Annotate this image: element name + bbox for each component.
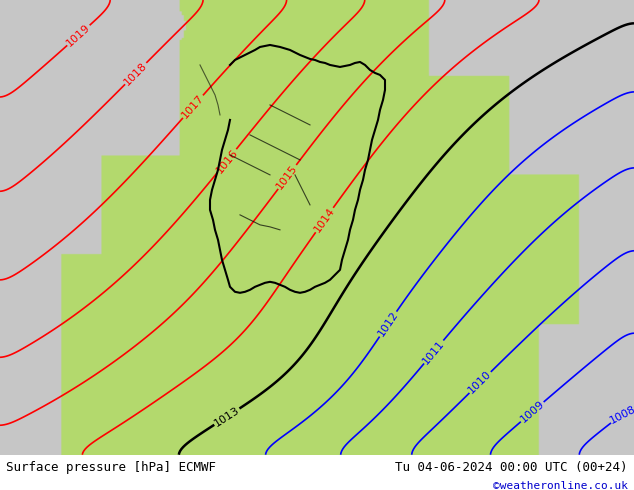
Text: 1012: 1012 <box>376 310 400 339</box>
Text: 1017: 1017 <box>180 93 206 121</box>
Text: 1011: 1011 <box>421 338 446 366</box>
Text: Surface pressure [hPa] ECMWF: Surface pressure [hPa] ECMWF <box>6 461 216 473</box>
Text: 1016: 1016 <box>214 147 240 175</box>
Text: 1008: 1008 <box>609 403 634 425</box>
Text: 1019: 1019 <box>65 22 93 49</box>
Text: 1014: 1014 <box>312 206 337 234</box>
Text: 1013: 1013 <box>212 405 242 428</box>
Text: Tu 04-06-2024 00:00 UTC (00+24): Tu 04-06-2024 00:00 UTC (00+24) <box>395 461 628 473</box>
Text: 1010: 1010 <box>467 369 494 396</box>
Text: 1018: 1018 <box>122 60 149 87</box>
Text: 1009: 1009 <box>519 399 546 425</box>
Text: 1015: 1015 <box>275 163 300 191</box>
Text: ©weatheronline.co.uk: ©weatheronline.co.uk <box>493 482 628 490</box>
